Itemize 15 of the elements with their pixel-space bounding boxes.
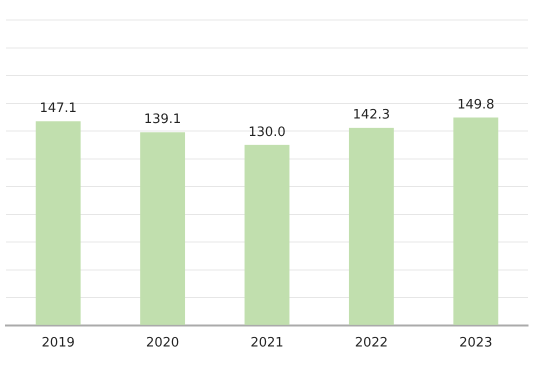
bar	[348, 128, 394, 325]
data-label: 149.8	[457, 97, 494, 112]
bar	[140, 132, 186, 325]
data-label: 139.1	[144, 112, 182, 128]
x-tick-label: 2021	[250, 336, 284, 351]
data-label: 130.0	[248, 124, 286, 140]
data-label: 142.3	[352, 108, 390, 123]
x-tick-label: 2020	[146, 336, 180, 351]
data-label: 147.1	[40, 101, 77, 116]
x-tick-label: 2019	[42, 336, 75, 351]
bar	[244, 144, 290, 325]
x-tick-label: 2022	[354, 336, 388, 351]
x-tick-label: 2023	[459, 336, 492, 351]
bar	[453, 117, 498, 325]
bar	[36, 121, 81, 325]
